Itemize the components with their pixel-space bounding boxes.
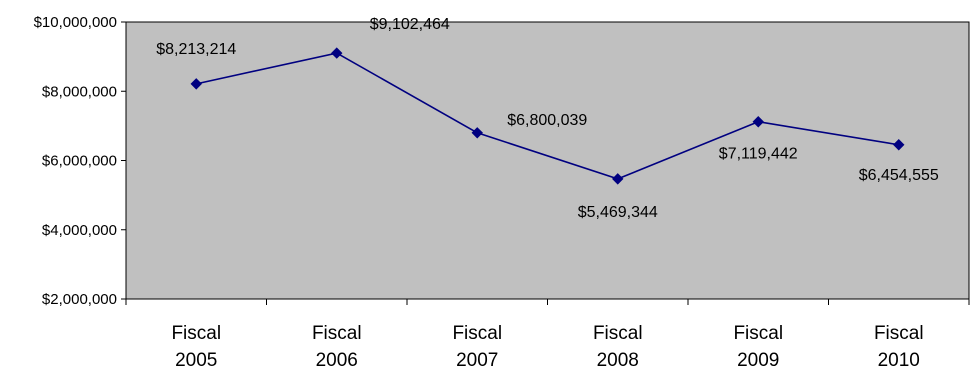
- x-tick-label-line: Fiscal: [171, 323, 221, 344]
- x-tick-label-line: 2010: [878, 350, 920, 371]
- markers-group: [190, 47, 905, 185]
- x-tick-label-line: 2008: [597, 350, 639, 371]
- x-tick-label: Fiscal 2005: [171, 323, 221, 371]
- data-point-marker: [331, 47, 343, 59]
- data-label: $7,119,442: [719, 146, 798, 163]
- x-tick-label-line: Fiscal: [874, 323, 924, 344]
- data-point-marker: [471, 127, 483, 139]
- y-tick-label: $10,000,000: [34, 14, 117, 31]
- x-tick-label-line: 2006: [316, 350, 358, 371]
- series-line-group: [196, 52, 899, 180]
- y-tick-label: $8,000,000: [42, 83, 117, 100]
- x-tick-label: Fiscal 2009: [733, 323, 783, 371]
- x-tick-label: Fiscal 2008: [593, 323, 643, 371]
- series-line: [196, 52, 899, 180]
- plot-area: [125, 21, 970, 300]
- x-tick-label-line: Fiscal: [452, 323, 502, 344]
- data-point-marker: [190, 78, 202, 90]
- data-point-marker: [612, 173, 624, 185]
- x-tick-label: Fiscal 2006: [312, 323, 362, 371]
- y-tick-label: $2,000,000: [42, 291, 117, 308]
- x-tick-label-line: 2009: [737, 350, 779, 371]
- x-tick-label: Fiscal 2007: [452, 323, 502, 371]
- x-tick-label: Fiscal 2010: [874, 323, 924, 371]
- x-tick-label-line: Fiscal: [312, 323, 362, 344]
- x-tick-label-line: Fiscal: [733, 323, 783, 344]
- x-tick-label-line: 2005: [175, 350, 217, 371]
- data-labels-group: $8,213,214 $9,102,464 $6,800,039 $5,469,344…: [156, 16, 939, 221]
- data-label: $9,102,464: [370, 16, 450, 33]
- y-axis: $2,000,000 $4,000,000 $6,000,000 $8,000,000…: [34, 14, 127, 308]
- y-tick-label: $6,000,000: [42, 153, 117, 170]
- data-point-marker: [752, 116, 764, 128]
- data-label: $6,800,039: [507, 112, 587, 129]
- data-label: $5,469,344: [578, 204, 658, 221]
- data-label: $6,454,555: [859, 167, 939, 184]
- y-tick-label: $4,000,000: [42, 222, 117, 239]
- x-tick-label-line: 2007: [456, 350, 498, 371]
- x-tick-label-line: Fiscal: [593, 323, 643, 344]
- data-point-marker: [893, 139, 905, 151]
- x-axis: Fiscal 2005 Fiscal 2006 Fiscal 2007 Fiscal 2008…: [125, 298, 970, 371]
- data-label: $8,213,214: [156, 41, 236, 58]
